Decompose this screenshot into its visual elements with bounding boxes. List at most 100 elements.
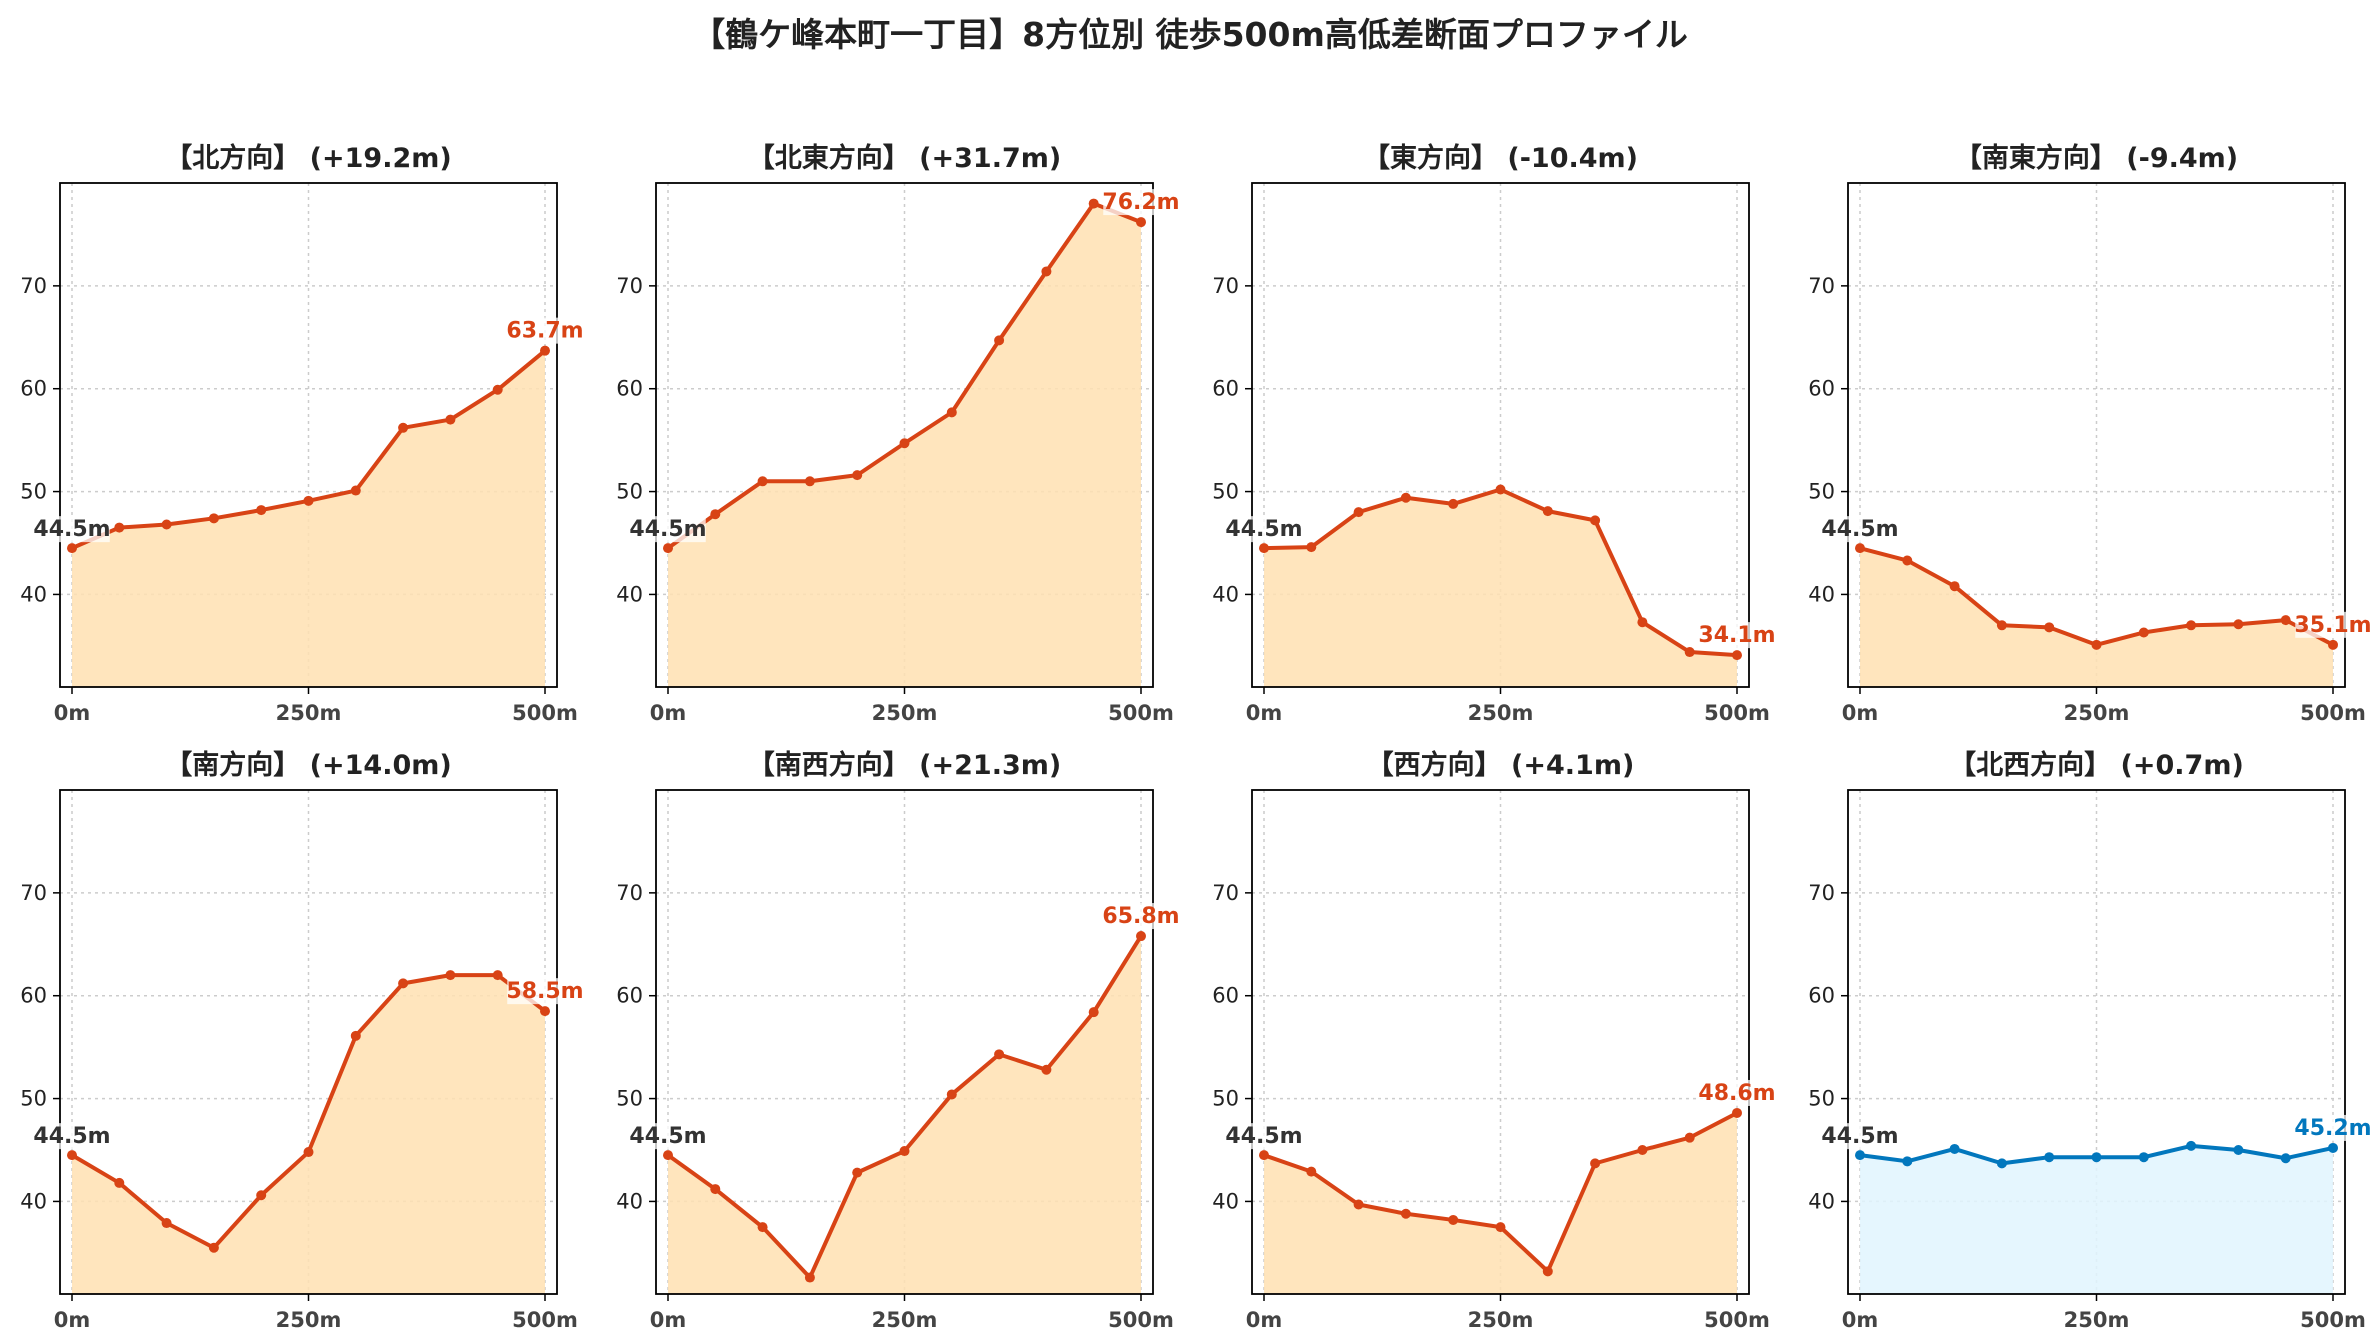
data-point: [540, 1006, 550, 1017]
start-label: 44.5m: [1821, 1124, 1898, 1149]
x-tick-label: 250m: [1468, 701, 1534, 725]
y-tick-label: 60: [20, 377, 47, 401]
y-tick-label: 50: [616, 480, 643, 504]
area-fill: [668, 936, 1141, 1294]
x-tick-label: 500m: [512, 701, 578, 725]
chart-title: 【南東方向】 (-9.4m): [1955, 142, 2238, 174]
y-tick-label: 50: [1808, 1087, 1835, 1111]
data-point: [1996, 620, 2007, 631]
y-tick-label: 60: [616, 984, 643, 1008]
data-point: [1637, 617, 1648, 628]
data-point: [757, 476, 768, 487]
area-fill: [72, 350, 545, 687]
data-point: [1259, 543, 1269, 554]
start-label: 44.5m: [1821, 517, 1898, 542]
end-label-bg: [507, 317, 583, 344]
end-label: 34.1m: [1698, 623, 1775, 648]
chart-panel: 【南西方向】 (+21.3m) 40 50 60 70 0m 250m 500m 44.5m 65…: [616, 749, 1179, 1332]
data-point: [1306, 1166, 1317, 1177]
data-point: [1732, 650, 1742, 661]
y-tick-label: 50: [616, 1087, 643, 1111]
x-tick-label: 0m: [1246, 701, 1283, 725]
data-point: [350, 485, 361, 496]
data-point: [445, 970, 456, 981]
data-point: [2138, 627, 2149, 638]
start-label-bg: [34, 516, 110, 543]
area-fill: [1264, 489, 1737, 687]
y-tick-label: 40: [20, 582, 47, 606]
x-tick-label: 250m: [276, 1308, 342, 1332]
x-tick-label: 500m: [2300, 1308, 2366, 1332]
data-point: [256, 505, 267, 516]
data-point: [398, 422, 409, 433]
y-tick-label: 40: [616, 582, 643, 606]
data-point: [710, 509, 721, 520]
data-point: [303, 495, 314, 506]
data-point: [161, 519, 172, 530]
y-tick-label: 70: [1808, 274, 1835, 298]
start-label: 44.5m: [1225, 1124, 1302, 1149]
data-point: [852, 470, 863, 481]
data-point: [1684, 1132, 1695, 1143]
data-point: [1855, 543, 1865, 554]
y-tick-label: 60: [1212, 984, 1239, 1008]
data-point: [1949, 581, 1960, 592]
data-point: [1088, 1007, 1099, 1018]
y-tick-label: 50: [1808, 480, 1835, 504]
data-point: [1259, 1150, 1269, 1161]
y-tick-label: 40: [1808, 1189, 1835, 1213]
x-tick-label: 250m: [2064, 1308, 2130, 1332]
data-point: [1637, 1145, 1648, 1155]
end-label: 48.6m: [1698, 1081, 1775, 1106]
chart-title: 【西方向】 (+4.1m): [1367, 749, 1635, 781]
start-label-bg: [1822, 1123, 1898, 1150]
data-point: [804, 1272, 815, 1283]
x-tick-label: 250m: [872, 1308, 938, 1332]
data-point: [946, 1089, 957, 1100]
start-label-bg: [630, 1123, 706, 1150]
data-point: [1400, 1208, 1411, 1219]
y-tick-label: 70: [20, 274, 47, 298]
area-fill: [1860, 548, 2333, 687]
x-tick-label: 0m: [1842, 701, 1879, 725]
data-point: [1400, 492, 1411, 503]
x-tick-label: 0m: [650, 701, 687, 725]
data-point: [2091, 639, 2102, 650]
y-tick-label: 50: [20, 480, 47, 504]
area-fill: [1860, 1145, 2333, 1294]
y-tick-label: 70: [1808, 881, 1835, 905]
data-point: [1306, 542, 1317, 553]
y-tick-label: 60: [20, 984, 47, 1008]
chart-panel: 【西方向】 (+4.1m) 40 50 60 70 0m 250m 500m 44.5m 48.6…: [1212, 749, 1775, 1332]
data-point: [398, 978, 409, 989]
end-label-bg: [2295, 1114, 2371, 1141]
start-label-bg: [34, 1123, 110, 1150]
start-label-bg: [1822, 516, 1898, 543]
data-point: [492, 970, 503, 981]
data-point: [303, 1147, 314, 1158]
y-tick-label: 60: [1808, 377, 1835, 401]
y-tick-label: 40: [20, 1189, 47, 1213]
data-point: [114, 1177, 125, 1188]
data-point: [1902, 555, 1913, 566]
y-tick-label: 60: [1212, 377, 1239, 401]
data-point: [540, 345, 550, 356]
data-point: [1448, 1214, 1459, 1225]
x-tick-label: 500m: [1704, 1308, 1770, 1332]
data-point: [899, 1146, 910, 1157]
data-point: [994, 1049, 1005, 1060]
end-label: 45.2m: [2294, 1116, 2371, 1141]
start-label: 44.5m: [33, 517, 110, 542]
y-tick-label: 50: [1212, 480, 1239, 504]
chart-panel: 【北東方向】 (+31.7m) 40 50 60 70 0m 250m 500m 44.5m 76…: [616, 142, 1179, 725]
data-point: [2280, 615, 2291, 626]
data-point: [161, 1218, 172, 1229]
y-tick-label: 70: [20, 881, 47, 905]
data-point: [1136, 931, 1146, 942]
end-label-bg: [1699, 622, 1775, 649]
data-point: [1590, 515, 1601, 526]
chart-panel: 【南方向】 (+14.0m) 40 50 60 70 0m 250m 500m 44.5m 58.…: [20, 749, 583, 1332]
y-tick-label: 50: [1212, 1087, 1239, 1111]
start-label: 44.5m: [1225, 517, 1302, 542]
